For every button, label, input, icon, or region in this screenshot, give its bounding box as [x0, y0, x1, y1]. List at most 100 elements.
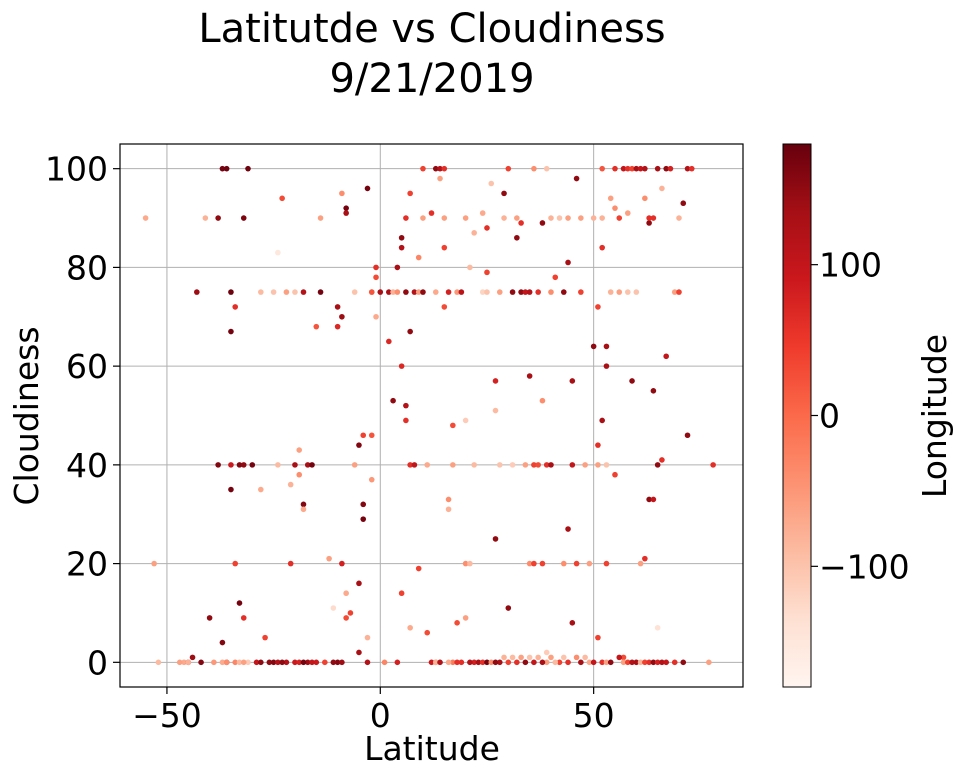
data-point: [441, 244, 448, 251]
data-point: [407, 624, 413, 631]
data-point: [663, 353, 669, 360]
data-point: [445, 496, 452, 503]
data-point: [215, 462, 221, 468]
data-point: [394, 264, 401, 271]
data-point: [680, 659, 687, 666]
data-point: [275, 462, 281, 468]
data-point: [394, 289, 401, 295]
data-point: [360, 432, 367, 439]
data-point: [415, 254, 422, 261]
data-point: [411, 289, 418, 295]
data-point: [548, 215, 554, 221]
data-point: [368, 289, 375, 295]
data-point: [258, 659, 264, 666]
data-point: [514, 215, 520, 221]
data-point: [245, 165, 251, 172]
data-point: [339, 313, 345, 320]
data-point: [368, 432, 375, 439]
data-point: [518, 289, 524, 295]
data-point: [492, 407, 499, 414]
data-point: [620, 659, 627, 666]
data-point: [573, 560, 580, 567]
data-point: [185, 659, 192, 666]
data-point: [428, 210, 435, 216]
data-point: [275, 659, 281, 666]
data-point: [279, 659, 285, 666]
data-point: [548, 462, 554, 468]
data-point: [543, 659, 550, 666]
chart-title: Latitutde vs Cloudiness: [198, 6, 665, 52]
data-point: [356, 649, 362, 656]
data-point: [313, 323, 320, 330]
data-point: [539, 560, 546, 567]
data-point: [334, 323, 341, 330]
data-point: [458, 659, 465, 666]
data-point: [642, 659, 648, 666]
y-tick-label: 60: [66, 347, 108, 386]
data-point: [232, 659, 239, 666]
data-point: [339, 560, 345, 567]
data-point: [582, 462, 588, 468]
data-point: [654, 462, 661, 468]
data-point: [317, 215, 324, 221]
data-point: [531, 659, 537, 666]
data-point: [612, 471, 618, 478]
data-point: [620, 165, 627, 172]
data-point: [403, 289, 409, 295]
data-point: [539, 659, 546, 666]
data-point: [710, 462, 716, 468]
x-tick-label: −50: [132, 696, 202, 735]
data-point: [659, 659, 665, 666]
data-point: [535, 462, 541, 468]
data-point: [424, 629, 431, 636]
data-point: [522, 289, 529, 295]
data-point: [420, 289, 426, 295]
data-point: [578, 289, 584, 295]
data-point: [398, 234, 405, 241]
data-point: [317, 289, 324, 295]
data-point: [236, 462, 243, 468]
data-point: [390, 397, 396, 404]
data-point: [339, 659, 345, 666]
data-point: [322, 659, 328, 666]
data-point: [484, 659, 490, 666]
data-point: [462, 560, 469, 567]
plot-frame: [119, 143, 744, 688]
data-point: [394, 659, 401, 666]
x-axis: −50 0 50: [132, 687, 615, 735]
data-point: [684, 165, 691, 172]
data-point: [560, 289, 567, 295]
data-point: [304, 659, 311, 666]
data-point: [565, 659, 571, 666]
data-point: [292, 289, 298, 295]
data-point: [629, 378, 635, 384]
data-point: [501, 215, 507, 221]
data-point: [467, 264, 473, 271]
data-point: [334, 659, 341, 666]
data-point: [548, 289, 554, 295]
data-point: [654, 624, 661, 631]
data-point: [633, 659, 640, 666]
data-point: [492, 378, 499, 384]
data-point: [356, 580, 362, 587]
data-point: [599, 244, 605, 251]
data-point: [603, 560, 610, 567]
data-point: [607, 289, 614, 295]
data-point: [245, 659, 251, 666]
data-point: [420, 215, 426, 221]
data-point: [595, 462, 601, 468]
data-point: [296, 471, 303, 478]
data-point: [599, 165, 605, 172]
data-point: [578, 215, 584, 221]
data-point: [620, 654, 627, 661]
data-point: [505, 605, 512, 611]
chart-subtitle: 9/21/2019: [329, 56, 534, 102]
data-point: [215, 215, 221, 221]
data-point: [240, 215, 247, 221]
data-point: [526, 560, 533, 567]
y-tick-label: 0: [87, 643, 108, 682]
data-point: [488, 180, 495, 187]
data-point: [671, 659, 678, 666]
data-point: [603, 462, 610, 468]
